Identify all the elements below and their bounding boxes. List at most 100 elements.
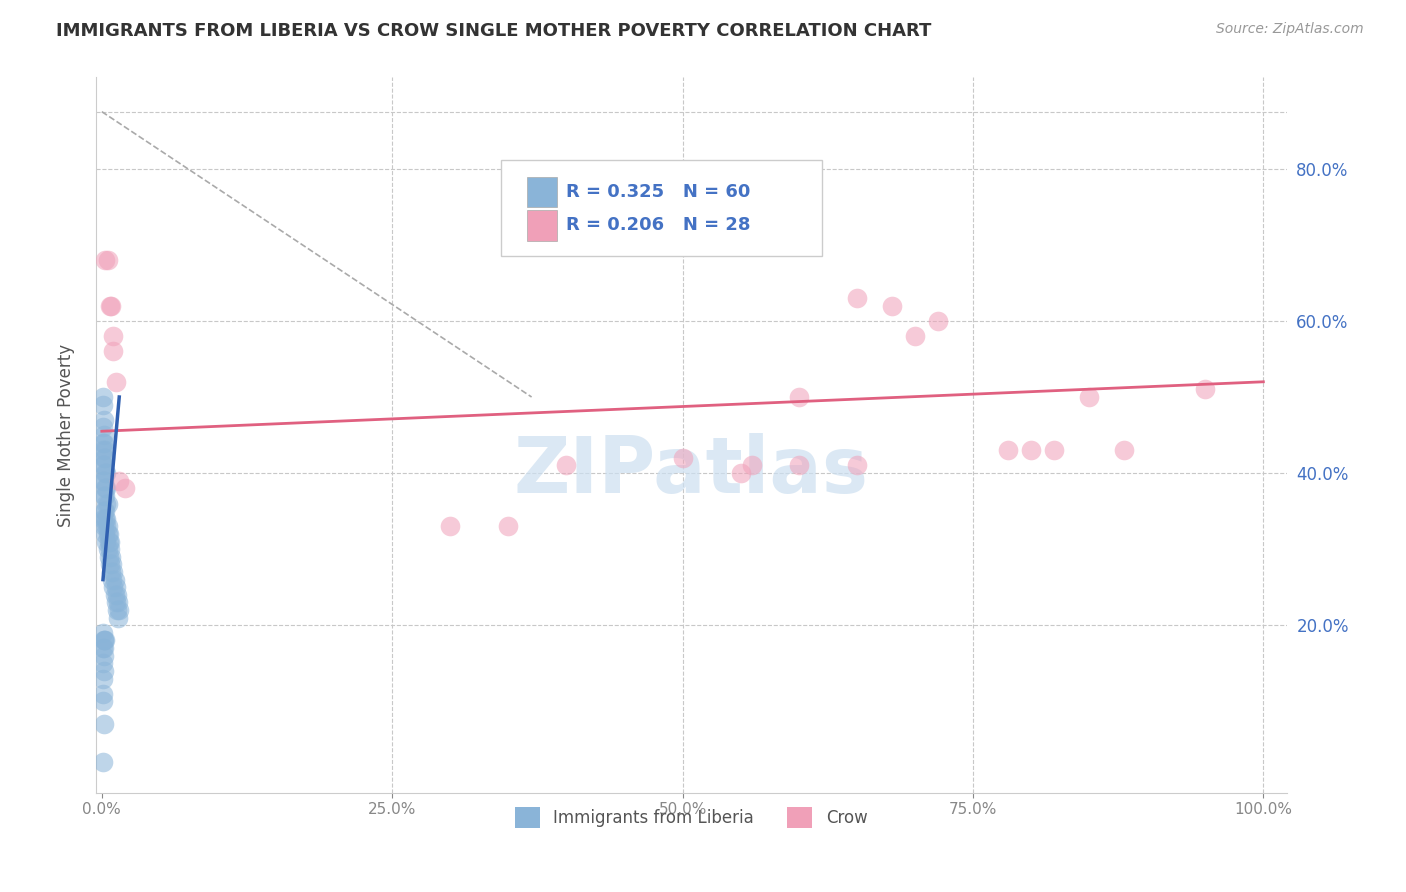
Point [1112,443,1135,458]
Point [97,253,120,268]
Point [730,466,752,480]
Point [91,420,114,434]
Point [98,542,121,557]
Legend: Immigrants from Liberia, Crow: Immigrants from Liberia, Crow [509,801,875,834]
Point [91,657,114,671]
Point [100,565,122,579]
Text: R = 0.206   N = 28: R = 0.206 N = 28 [567,217,751,235]
Point [101,558,124,572]
Point [97,549,120,564]
Point [107,610,129,624]
Point [100,299,122,313]
Point [94,450,117,465]
Point [104,580,127,594]
Text: R = 0.325   N = 60: R = 0.325 N = 60 [567,183,751,201]
Point [97,519,120,533]
FancyBboxPatch shape [527,211,557,241]
Point [108,474,131,488]
Point [91,398,114,412]
Point [845,291,868,305]
Point [103,329,125,343]
Point [96,496,118,510]
Point [97,542,120,557]
Point [94,466,117,480]
Point [96,534,118,549]
Point [94,512,117,526]
Point [108,603,131,617]
Point [845,458,868,473]
Point [927,314,949,328]
Point [91,641,114,656]
Point [1194,383,1216,397]
Point [98,534,121,549]
Point [498,519,520,533]
Point [114,481,136,495]
Point [97,496,120,510]
Point [91,458,114,473]
Point [93,413,115,427]
Point [103,565,125,579]
Point [91,694,114,708]
Point [91,435,114,450]
Point [91,512,114,526]
Point [93,428,115,442]
Point [94,253,117,268]
Point [555,458,578,473]
Point [105,603,128,617]
FancyBboxPatch shape [501,160,823,256]
Point [997,443,1019,458]
Point [104,588,127,602]
Point [94,527,117,541]
Point [93,450,115,465]
Point [93,489,115,503]
Point [1043,443,1066,458]
Point [93,435,115,450]
Point [93,458,115,473]
Point [96,519,118,533]
Point [94,633,117,648]
Point [787,458,810,473]
Point [98,558,121,572]
Point [93,474,115,488]
Y-axis label: Single Mother Poverty: Single Mother Poverty [58,343,75,526]
Point [1078,390,1101,404]
Point [91,625,114,640]
Point [91,672,114,686]
Point [97,527,120,541]
Text: ZIPatlas: ZIPatlas [513,433,869,508]
Point [880,299,903,313]
Point [107,595,129,609]
Point [104,595,127,609]
Text: IMMIGRANTS FROM LIBERIA VS CROW SINGLE MOTHER POVERTY CORRELATION CHART: IMMIGRANTS FROM LIBERIA VS CROW SINGLE M… [56,22,932,40]
Point [91,474,114,488]
Point [96,466,118,480]
Point [96,481,118,495]
Point [904,329,927,343]
Point [94,489,117,503]
Point [741,458,763,473]
Point [94,443,117,458]
Point [93,519,115,533]
Point [94,504,117,518]
Point [98,299,121,313]
Point [93,648,115,663]
Point [101,573,124,587]
Point [93,633,115,648]
Point [103,580,125,594]
Point [93,664,115,678]
Point [96,512,118,526]
Point [104,573,127,587]
Point [93,633,115,648]
Point [93,717,115,731]
Point [439,519,461,533]
Point [93,504,115,518]
Point [97,527,120,541]
Point [787,390,810,404]
Point [97,534,120,549]
Point [1019,443,1042,458]
Point [91,443,114,458]
Point [91,756,114,770]
Point [93,641,115,656]
Point [91,687,114,701]
Text: Source: ZipAtlas.com: Source: ZipAtlas.com [1216,22,1364,37]
